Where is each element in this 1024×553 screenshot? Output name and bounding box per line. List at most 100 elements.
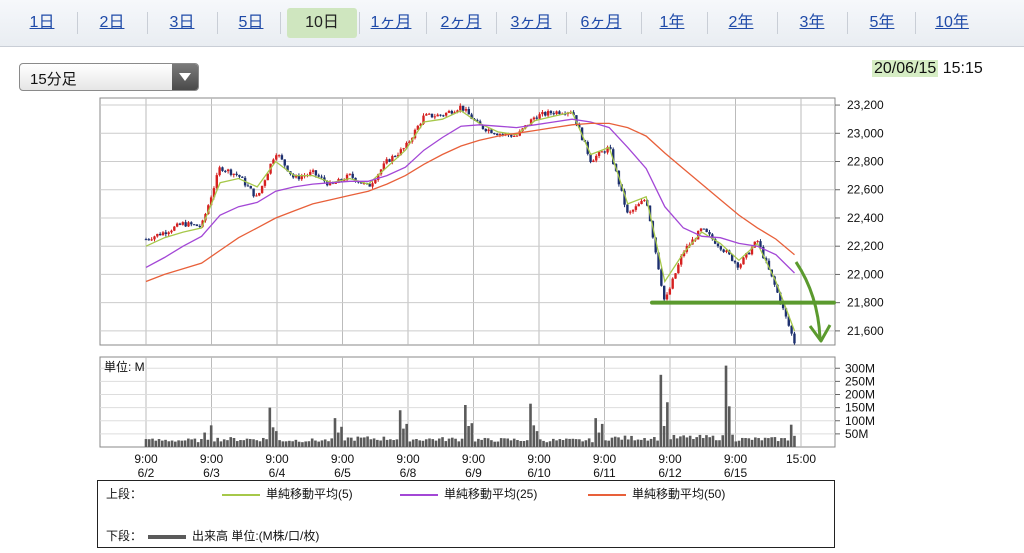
volume-bar [245, 438, 249, 447]
candle-body [198, 226, 202, 228]
candle-body [323, 177, 326, 182]
volume-bar [216, 437, 219, 447]
candle-body [719, 246, 723, 250]
volume-bar [398, 410, 402, 447]
tab-2[interactable]: 2日 [99, 14, 125, 31]
x-tick-time: 9:00 [462, 452, 486, 466]
volume-bar [447, 438, 451, 447]
candle-body [597, 151, 601, 156]
tab-separator [280, 12, 281, 34]
volume-bar [395, 439, 399, 447]
volume-bar [695, 437, 698, 447]
candle-body [481, 125, 485, 129]
tab-10[interactable]: 1年 [659, 14, 685, 31]
volume-bar [340, 426, 343, 447]
candle-body [606, 147, 609, 153]
candle-body [461, 105, 465, 111]
candle-body [745, 253, 748, 258]
candle-body [190, 222, 193, 225]
x-tick-date: 6/3 [203, 466, 220, 480]
tab-3[interactable]: 3日 [169, 14, 195, 31]
x-tick-time: 15:00 [786, 452, 816, 466]
x-tick-date: 6/11 [593, 466, 616, 480]
candle-body [292, 174, 295, 178]
volume-bar [574, 439, 578, 447]
candle-body [453, 112, 456, 114]
volume-bar [248, 438, 252, 447]
interval-select[interactable]: 15分足 [19, 63, 199, 91]
tab-14[interactable]: 10年 [935, 14, 969, 31]
tab-5[interactable]: 10日 [287, 8, 357, 38]
legend-ma5-label: 単純移動平均(5) [266, 487, 353, 501]
tab-1[interactable]: 1日 [29, 14, 55, 31]
chevron-down-icon[interactable] [172, 64, 198, 90]
last-update: 20/06/15 15:15 [872, 60, 983, 78]
volume-y-tick-label: 250M [845, 374, 875, 388]
candle-body [679, 255, 683, 265]
candle-body [742, 257, 745, 265]
volume-bar [372, 438, 376, 447]
candle-body [722, 249, 725, 252]
volume-bar [460, 438, 464, 447]
volume-bar [323, 439, 327, 447]
candle-body [541, 112, 544, 115]
volume-y-tick-label: 200M [845, 388, 875, 402]
tab-6[interactable]: 1ヶ月 [370, 14, 412, 31]
volume-bar [636, 439, 640, 447]
tab-12[interactable]: 3年 [799, 14, 825, 31]
volume-bar [271, 427, 275, 447]
volume-bar [626, 439, 630, 447]
candle-body [368, 183, 371, 187]
candle-body [385, 159, 388, 164]
volume-bar [561, 440, 565, 447]
candle-body [552, 113, 555, 115]
volume-bar [473, 441, 477, 447]
candle-body [283, 159, 286, 166]
volume-bar [222, 439, 226, 447]
candle-body [235, 173, 238, 175]
tab-8[interactable]: 3ヶ月 [510, 14, 552, 31]
candle-body [784, 308, 788, 317]
legend-lower-label: 下段： [106, 529, 143, 543]
candle-body [600, 151, 604, 153]
tab-7[interactable]: 2ヶ月 [440, 14, 482, 31]
volume-bar [486, 438, 490, 447]
tab-separator [776, 12, 778, 34]
candle-body [439, 114, 442, 116]
tab-13[interactable]: 5年 [869, 14, 895, 31]
legend-ma50-line [588, 493, 626, 496]
candle-body [484, 128, 487, 132]
tab-11[interactable]: 2年 [728, 14, 754, 31]
candle-body [433, 116, 437, 118]
volume-bar [470, 423, 474, 447]
tab-separator [914, 12, 916, 34]
volume-bar [727, 406, 731, 447]
candle-body [623, 190, 626, 205]
candle-body [343, 180, 346, 182]
volume-bar [604, 440, 607, 447]
candle-body [229, 169, 233, 175]
candle-body [167, 232, 170, 235]
tab-9[interactable]: 6ヶ月 [580, 14, 622, 31]
volume-bar [431, 439, 435, 447]
volume-bar [623, 435, 627, 447]
candle-body [546, 111, 550, 116]
candle-body [790, 325, 793, 334]
candle-body [181, 222, 185, 225]
x-tick-date: 6/2 [138, 466, 155, 480]
volume-bar [278, 440, 281, 447]
x-tick-time: 9:00 [527, 452, 551, 466]
volume-bar [262, 437, 265, 447]
volume-bar [490, 440, 493, 447]
candle-body [609, 147, 612, 150]
tab-4[interactable]: 5日 [238, 14, 264, 31]
candle-body [668, 288, 672, 295]
candle-body [750, 247, 754, 255]
candle-body [402, 148, 405, 150]
volume-bar [711, 435, 715, 447]
candle-body [150, 239, 153, 241]
volume-bar [597, 432, 601, 447]
volume-bar [542, 440, 545, 447]
price-y-tick-label: 23,200 [847, 98, 884, 112]
volume-bar [408, 441, 412, 447]
